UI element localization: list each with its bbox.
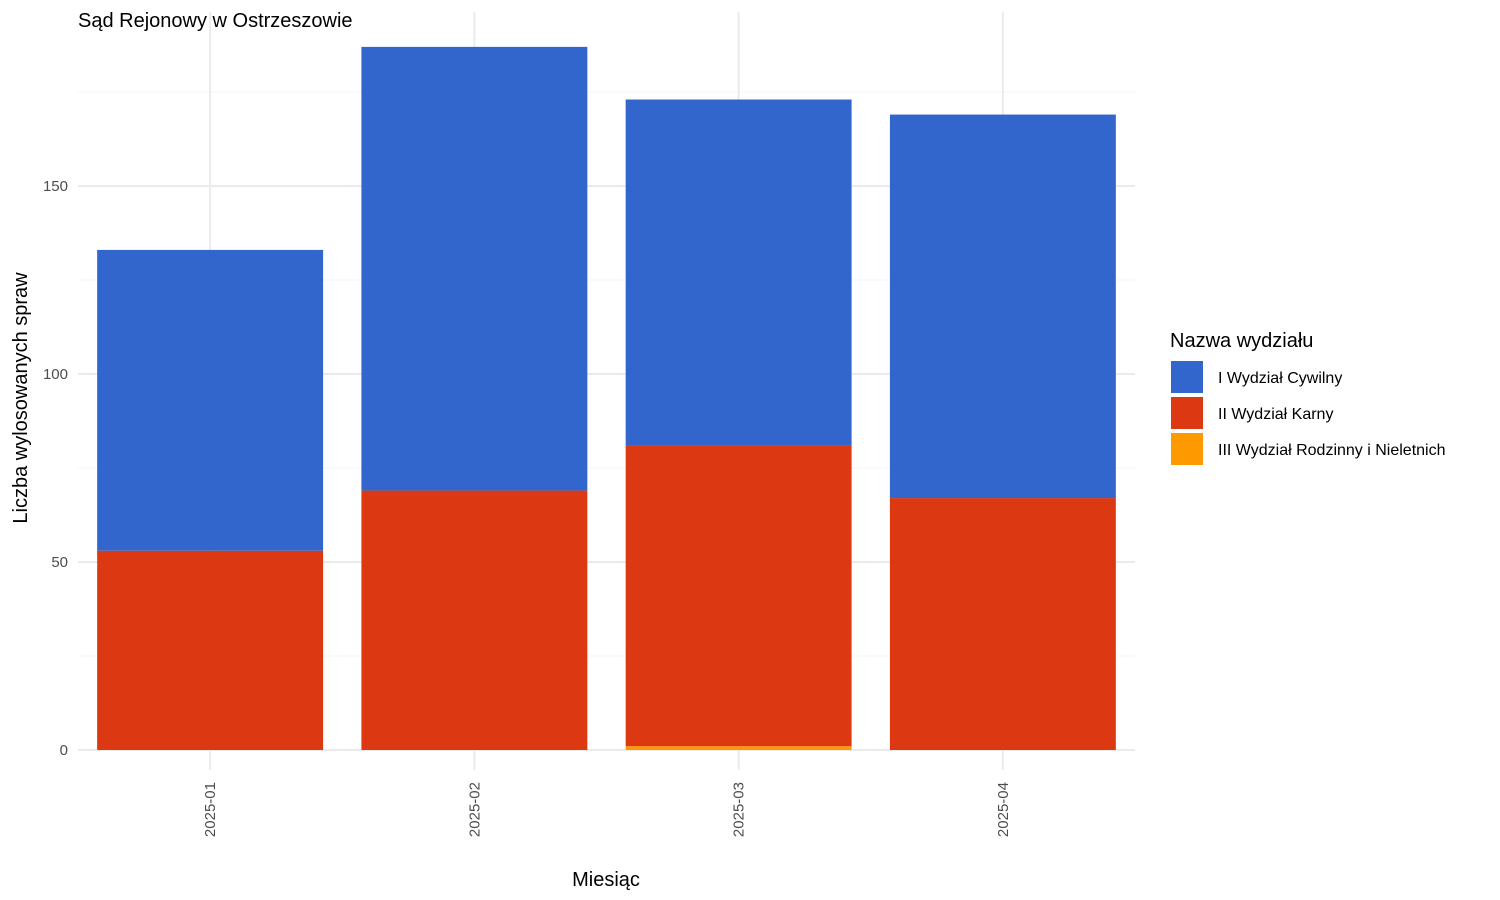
bar-segment [97, 550, 324, 750]
x-tick-label: 2025-04 [995, 782, 1012, 837]
bar-segment [889, 498, 1116, 750]
y-tick-label: 100 [43, 366, 68, 383]
bar-segment [361, 46, 588, 491]
y-tick-label: 150 [43, 178, 68, 195]
legend-label: II Wydział Karny [1218, 406, 1333, 423]
bar-segment [361, 490, 588, 750]
x-axis-ticks: 2025-01 2025-02 2025-03 2025-04 [202, 782, 1012, 837]
x-axis-title: Miesiąc [572, 869, 640, 891]
x-tick-label: 2025-02 [466, 782, 483, 837]
legend-label: III Wydział Rodzinny i Nieletnich [1218, 442, 1446, 459]
legend-items: I Wydział Cywilny II Wydział Karny III Wyd… [1171, 361, 1446, 465]
chart-title: Sąd Rejonowy w Ostrzeszowie [78, 10, 353, 32]
legend-label: I Wydział Cywilny [1218, 370, 1342, 387]
y-tick-label: 0 [60, 742, 68, 759]
y-axis-ticks: 0 50 100 150 [43, 178, 68, 759]
y-tick-label: 50 [51, 554, 68, 571]
bar-segment [625, 445, 852, 747]
bar-segment [625, 746, 852, 750]
bar-segment [889, 114, 1116, 499]
legend-swatch [1171, 433, 1203, 465]
legend: Nazwa wydziału I Wydział Cywilny II Wydzi… [1170, 330, 1446, 465]
bar-segment [97, 249, 324, 551]
y-axis-title: Liczba wylosowanych spraw [10, 272, 32, 524]
legend-swatch [1171, 397, 1203, 429]
x-tick-label: 2025-01 [202, 782, 219, 837]
x-tick-label: 2025-03 [731, 782, 748, 837]
bars [97, 46, 1116, 750]
legend-swatch [1171, 361, 1203, 393]
bar-segment [625, 99, 852, 446]
legend-title: Nazwa wydziału [1170, 330, 1313, 352]
